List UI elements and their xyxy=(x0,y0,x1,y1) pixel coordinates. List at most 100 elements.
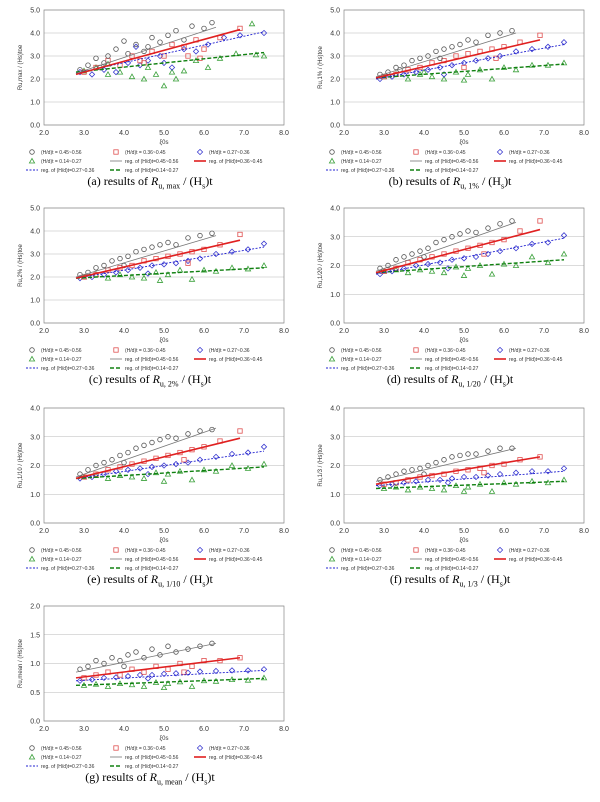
data-point xyxy=(512,245,520,252)
chart-panel-c: 0.0 1.0 2.0 3.0 4.0 5.0 2.0 3.0 4.0 5.0 6.0 7.0 8.0 R… xyxy=(10,200,290,392)
data-point xyxy=(104,475,112,481)
data-point xyxy=(149,34,155,41)
legend-marker xyxy=(329,547,335,553)
caption-den-subscript: s xyxy=(202,579,206,589)
data-point xyxy=(404,486,412,493)
legend-marker xyxy=(329,149,335,155)
legend-label: (H/d)t = 0.36~0.45 xyxy=(125,746,166,752)
x-tick-label: 8.0 xyxy=(279,726,289,733)
data-point xyxy=(260,666,268,673)
legend-marker xyxy=(29,745,35,751)
caption-end: )t xyxy=(205,174,213,188)
data-point xyxy=(512,66,520,73)
data-point xyxy=(140,683,148,689)
regression-line-r3 xyxy=(75,246,265,279)
y-axis-label: Ru,1/20 / (Hs)toe xyxy=(318,242,324,288)
series-s3 xyxy=(376,39,568,83)
regression-line-r1 xyxy=(75,642,217,673)
data-point xyxy=(197,232,203,239)
data-point xyxy=(196,255,204,262)
regression-line-r1 xyxy=(375,32,517,78)
data-point xyxy=(176,266,184,273)
x-tick-label: 3.0 xyxy=(79,328,89,335)
data-point xyxy=(473,229,479,236)
x-tick-label: 5.0 xyxy=(159,528,169,535)
x-tick-label: 3.0 xyxy=(79,726,89,733)
data-point xyxy=(449,44,455,50)
data-point xyxy=(232,50,240,57)
data-point xyxy=(409,467,415,473)
data-point xyxy=(185,646,191,652)
data-point xyxy=(444,479,452,486)
y-tick-label: 4.0 xyxy=(330,206,340,213)
data-point xyxy=(517,228,523,234)
data-point xyxy=(497,445,503,451)
data-point xyxy=(228,462,236,468)
legend-label: reg. of (H/d)t=0.27~0.36 xyxy=(341,366,395,372)
legend-marker xyxy=(113,745,119,751)
data-point xyxy=(188,476,196,483)
data-point xyxy=(209,230,215,236)
legend-label: (H/d)t = 0.14~0.27 xyxy=(41,357,82,363)
legend-marker xyxy=(328,157,336,164)
chart-caption: (a) results of Ru, max / (Hs)t xyxy=(10,174,290,190)
data-point xyxy=(460,473,468,481)
data-point xyxy=(93,55,99,61)
data-point xyxy=(453,53,459,59)
data-point xyxy=(109,258,115,264)
caption-symbol: R xyxy=(152,372,160,386)
data-point xyxy=(473,39,479,45)
y-tick-label: 2.0 xyxy=(330,263,340,270)
data-point xyxy=(168,68,176,75)
data-point xyxy=(393,64,399,71)
legend-marker xyxy=(328,555,336,562)
data-point xyxy=(441,236,447,243)
data-point xyxy=(493,55,499,61)
data-point xyxy=(157,39,163,45)
data-point xyxy=(393,471,399,477)
legend-label: (H/d)t = 0.14~0.27 xyxy=(41,557,82,563)
data-point xyxy=(440,486,448,493)
chart-svg-d: 0.0 1.0 2.0 3.0 4.0 2.0 3.0 4.0 5.0 6.0 7.0 8.0 Ru,1… xyxy=(318,206,589,373)
data-point xyxy=(460,76,468,83)
data-point xyxy=(104,683,112,689)
caption-prefix: (f) results of xyxy=(389,572,453,586)
data-point xyxy=(481,470,487,476)
data-point xyxy=(544,239,552,246)
data-point xyxy=(485,32,491,38)
data-point xyxy=(189,663,195,669)
data-point xyxy=(560,39,568,46)
data-point xyxy=(188,275,196,282)
data-point xyxy=(181,457,187,463)
legend-marker xyxy=(113,547,119,553)
data-point xyxy=(93,462,99,469)
data-point xyxy=(437,55,443,61)
data-point xyxy=(381,481,387,487)
caption-subscript: u, mean xyxy=(156,777,183,787)
data-point xyxy=(128,73,136,80)
data-point xyxy=(145,44,151,50)
y-tick-label: 3.0 xyxy=(330,434,340,441)
data-point xyxy=(200,266,208,273)
data-point xyxy=(156,277,164,283)
data-point xyxy=(157,436,163,443)
data-point xyxy=(512,262,520,268)
data-point xyxy=(237,25,243,32)
legend-label: (H/d)t = 0.14~0.27 xyxy=(341,557,382,563)
chart-caption: (f) results of Ru, 1/3 / (Hs)t xyxy=(310,572,590,588)
x-tick-label: 8.0 xyxy=(579,130,589,137)
data-point xyxy=(140,475,148,481)
data-point xyxy=(260,443,268,450)
data-point xyxy=(116,271,124,278)
data-point xyxy=(448,256,456,263)
data-point xyxy=(409,251,415,257)
data-point xyxy=(428,73,436,80)
series-s1 xyxy=(377,218,515,272)
data-point xyxy=(100,470,108,478)
data-point xyxy=(185,235,191,241)
legend-label: (H/d)t = 0.36~0.45 xyxy=(425,150,466,156)
y-tick-label: 0.0 xyxy=(330,321,340,328)
data-point xyxy=(417,55,423,61)
data-point xyxy=(133,649,139,655)
x-tick-label: 5.0 xyxy=(459,328,469,335)
